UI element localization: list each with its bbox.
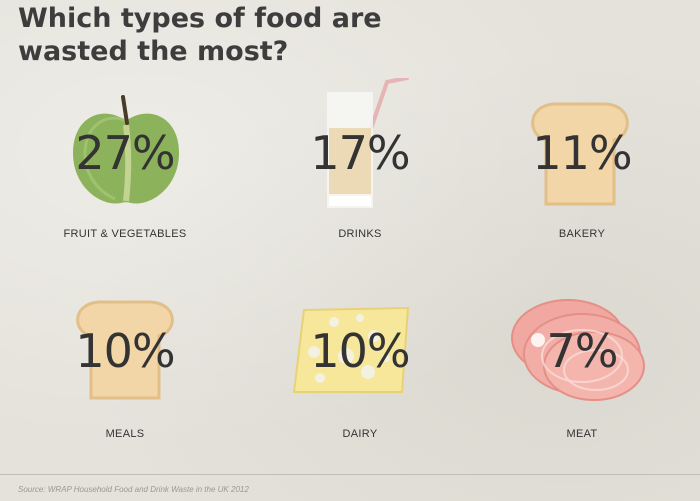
- category-label: DRINKS: [338, 228, 382, 240]
- category-tile-drinks: 17% DRINKS: [260, 78, 460, 290]
- category-label: BAKERY: [558, 228, 606, 240]
- value-label: 10%: [75, 324, 175, 378]
- category-label: MEALS: [105, 428, 145, 440]
- category-label: FRUIT & VEGETABLES: [63, 228, 187, 240]
- ham-slices-icon: [511, 299, 645, 401]
- source-note: Source: WRAP Household Food and Drink Wa…: [18, 485, 249, 494]
- category-tile-meat: 7% MEAT: [482, 290, 682, 490]
- cheese-icon: [292, 306, 410, 393]
- footer-divider: [0, 474, 700, 475]
- value-label: 10%: [310, 324, 410, 378]
- category-tile-meals: 10% MEALS: [25, 290, 225, 490]
- value-label: 27%: [75, 126, 175, 180]
- category-tile-bakery: 11% BAKERY: [482, 90, 682, 290]
- glass-of-milk-icon: [327, 78, 409, 208]
- value-label: 17%: [310, 126, 410, 180]
- category-label: DAIRY: [342, 428, 378, 440]
- bread-slice-icon: [76, 300, 174, 400]
- apple-icon: [73, 95, 179, 204]
- category-label: MEAT: [566, 428, 598, 440]
- category-tile-dairy: 10% DAIRY: [260, 290, 460, 490]
- value-label: 11%: [532, 126, 632, 180]
- value-label: 7%: [546, 324, 619, 378]
- category-tile-fruit-vegetables: 27% FRUIT & VEGETABLES: [25, 90, 225, 290]
- bread-slice-icon: [531, 102, 629, 206]
- page-title: Which types of food are wasted the most?: [18, 3, 382, 67]
